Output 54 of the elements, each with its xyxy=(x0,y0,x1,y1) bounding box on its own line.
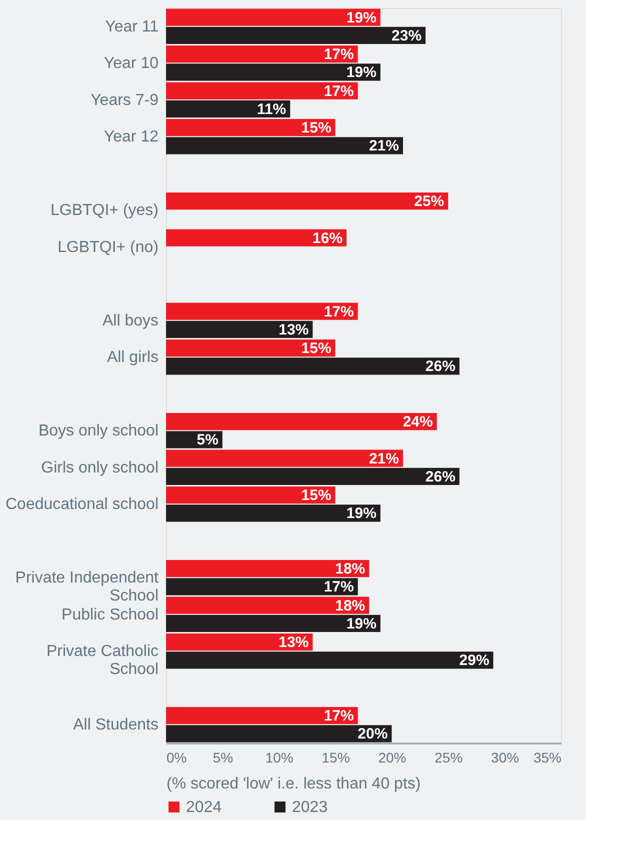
y-tick-label: Coeducational school xyxy=(6,496,158,514)
legend-label: 2024 xyxy=(186,799,222,816)
data-label: 18% xyxy=(335,560,366,578)
x-tick-label: 35% xyxy=(533,750,562,766)
y-tick-label: Year 10 xyxy=(104,55,159,72)
y-tick-label: Private Independent School xyxy=(15,570,160,605)
data-label: 21% xyxy=(368,138,399,155)
data-label: 26% xyxy=(425,468,456,486)
data-label: 15% xyxy=(301,120,332,137)
data-label: 13% xyxy=(278,634,309,652)
x-tick-label: 5% xyxy=(212,750,234,766)
x-tick-label: 30% xyxy=(491,750,520,766)
x-tick-label: 20% xyxy=(378,750,406,766)
data-label: 29% xyxy=(459,652,490,670)
y-tick-label: LGBTQI+ (no) xyxy=(58,238,158,256)
x-tick-label: 10% xyxy=(265,750,294,766)
data-label: 24% xyxy=(402,414,433,431)
data-label: 17% xyxy=(324,303,354,320)
y-tick-label: All girls xyxy=(106,349,158,366)
y-tick-label: Public School xyxy=(62,606,158,624)
y-tick-label: All Students xyxy=(73,716,158,734)
data-label: 18% xyxy=(335,597,366,614)
y-tick-label: All boys xyxy=(102,312,158,330)
data-label: 13% xyxy=(278,321,309,338)
data-label: 23% xyxy=(392,27,422,44)
data-label: 25% xyxy=(414,193,444,210)
y-tick-label: Girls only school xyxy=(41,459,158,476)
data-label: 17% xyxy=(324,82,354,100)
y-tick-label: Year 12 xyxy=(104,128,159,146)
data-label: 15% xyxy=(301,487,332,504)
x-tick-label: 15% xyxy=(322,750,350,766)
data-label: 19% xyxy=(346,615,376,632)
x-tick-label: 25% xyxy=(434,750,463,766)
y-tick-label: LGBTQI+ (yes) xyxy=(50,202,158,220)
data-label: 21% xyxy=(368,450,399,468)
y-tick-label: Year 11 xyxy=(105,18,159,36)
data-label: 11% xyxy=(256,100,286,118)
y-tick-label: Private Catholic School xyxy=(46,643,158,678)
data-label: 17% xyxy=(324,46,354,64)
data-label: 16% xyxy=(312,230,343,247)
data-label: 17% xyxy=(324,578,354,596)
data-label: 26% xyxy=(425,358,456,376)
y-tick-label: Boys only school xyxy=(38,422,158,440)
y-tick-label: Years 7-9 xyxy=(90,92,159,109)
data-label: 17% xyxy=(324,708,354,725)
legend-label: 2023 xyxy=(292,799,328,816)
data-label: 5% xyxy=(196,432,218,449)
x-axis-title: (% scored 'low' i.e. less than 40 pts) xyxy=(166,776,421,792)
x-tick-label: 0% xyxy=(166,750,187,766)
data-label: 15% xyxy=(301,340,332,358)
data-label: 19% xyxy=(346,9,376,26)
data-label: 20% xyxy=(358,726,388,743)
data-label: 19% xyxy=(346,505,376,522)
data-label: 19% xyxy=(346,64,376,82)
